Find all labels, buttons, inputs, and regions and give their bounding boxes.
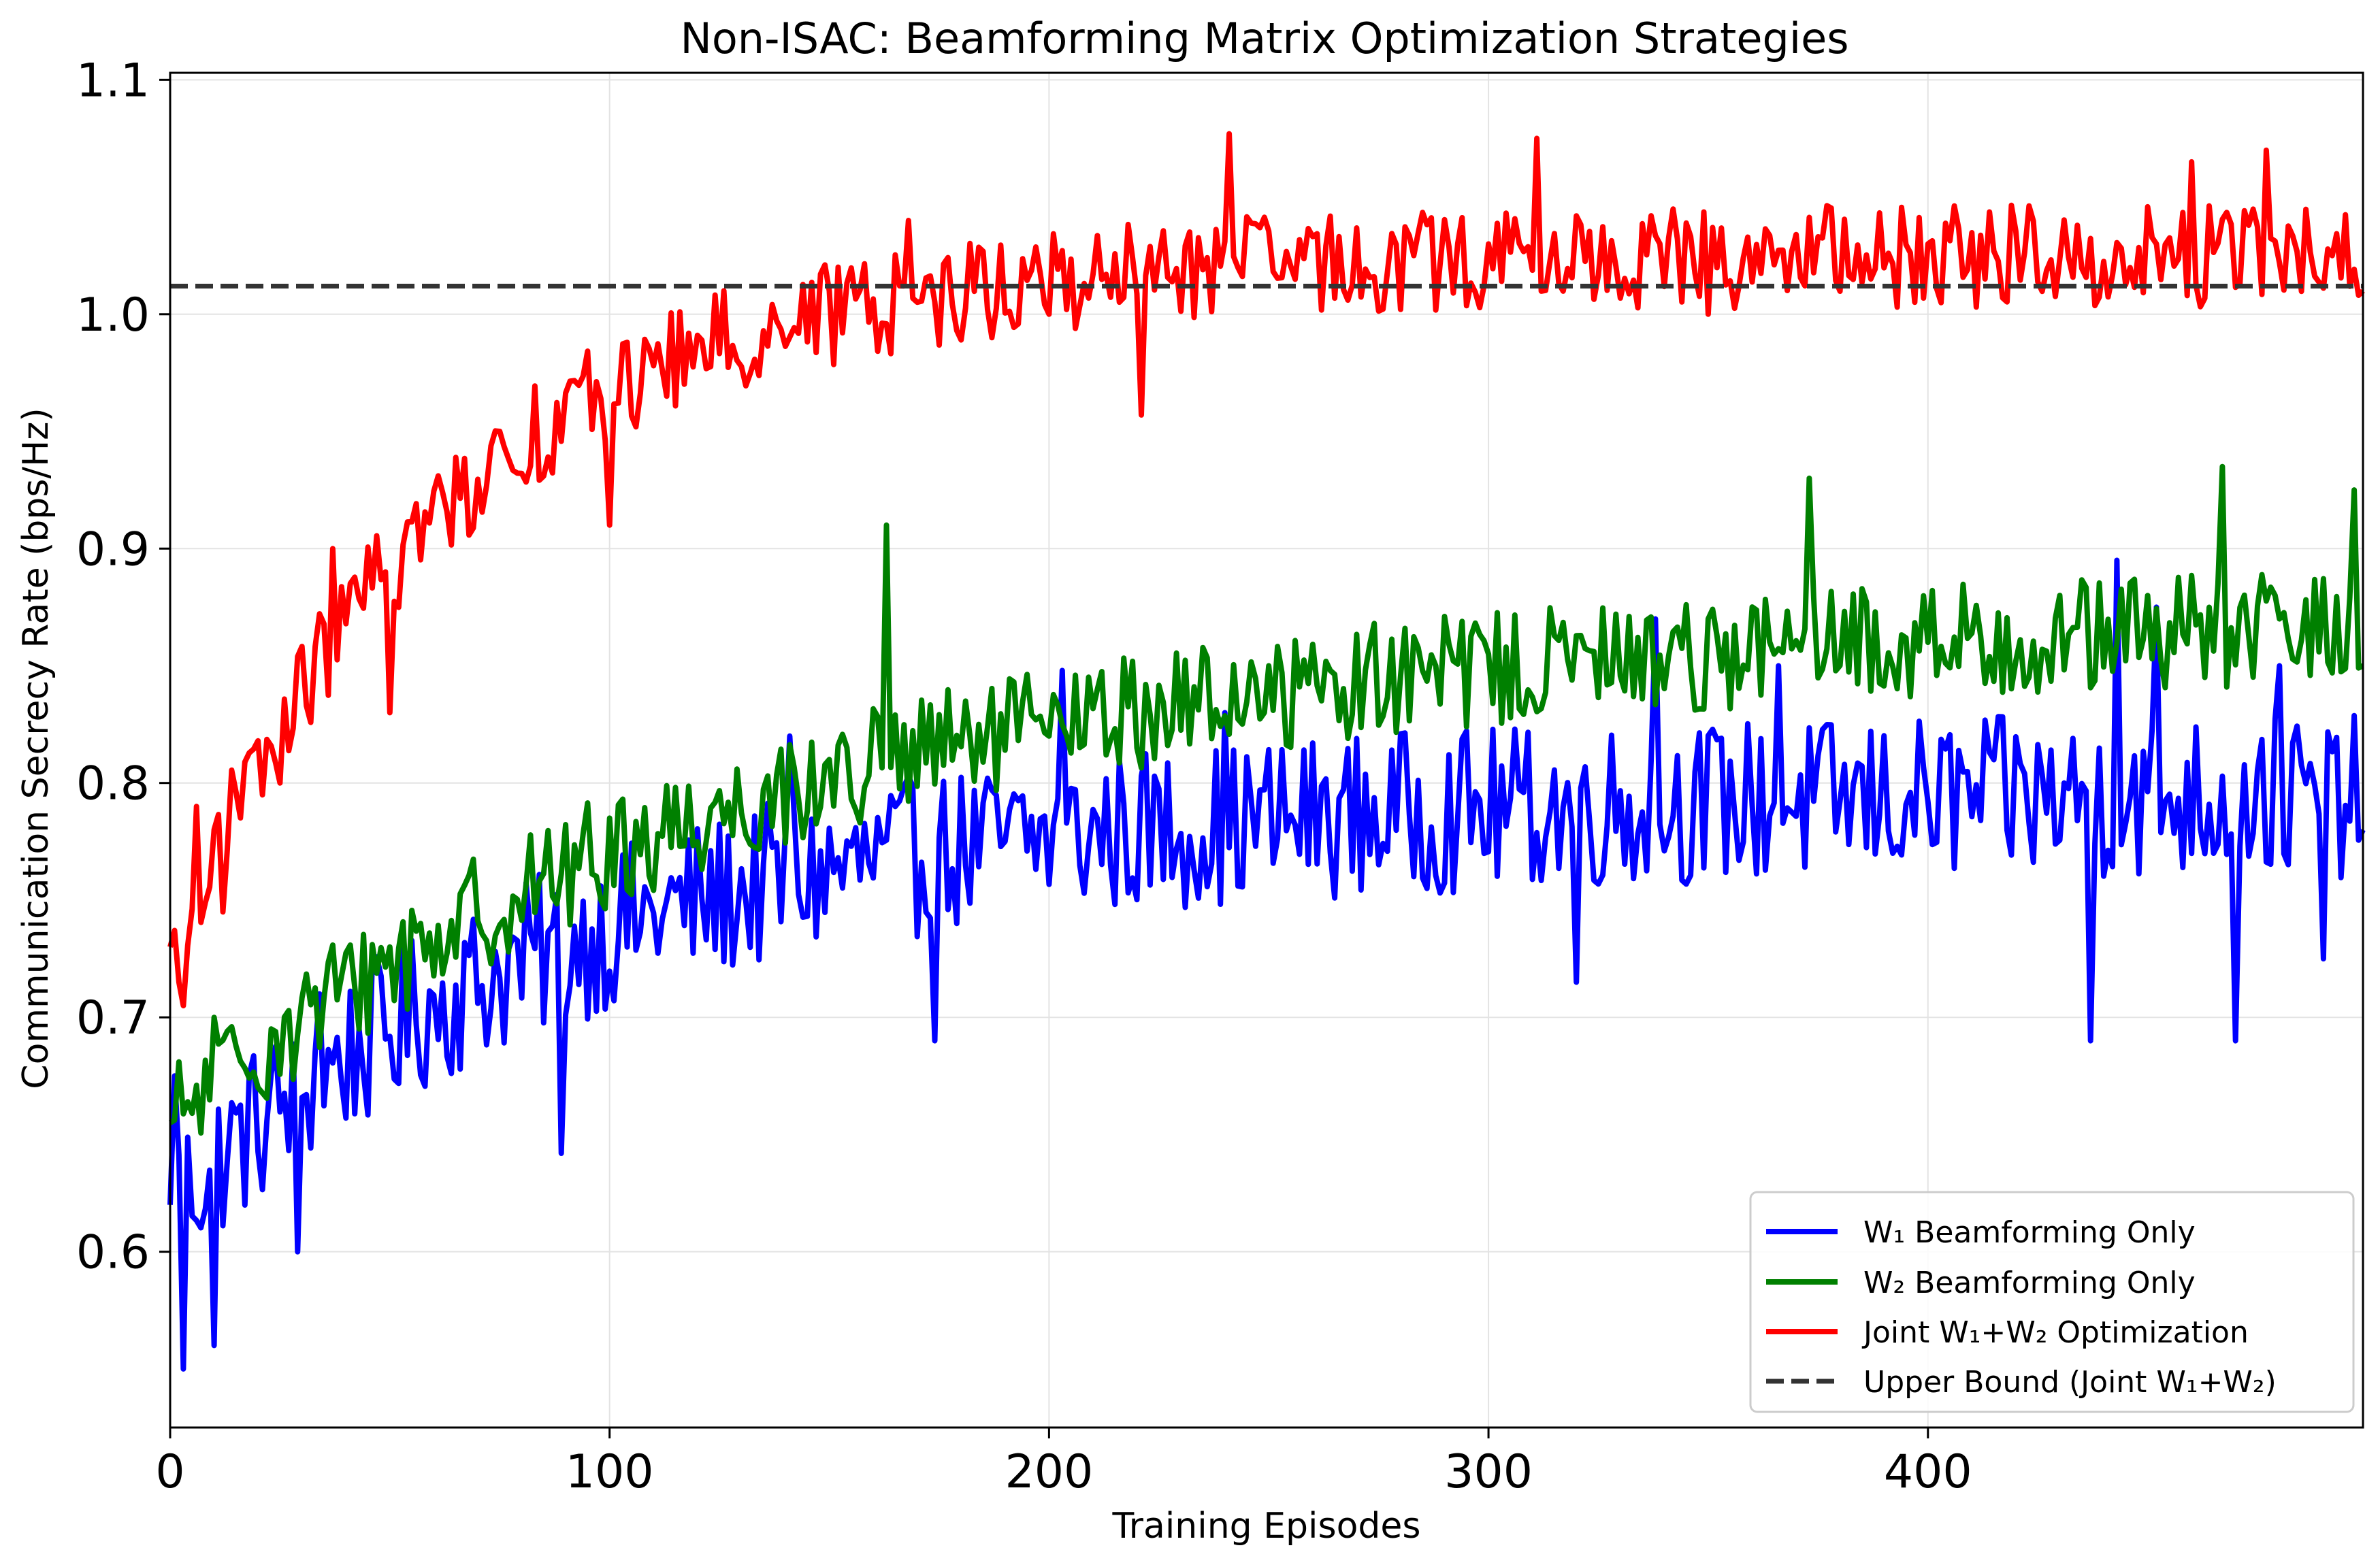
chart-title: Non-ISAC: Beamforming Matrix Optimizatio… — [680, 14, 1848, 63]
x-tick-label-3: 300 — [1444, 1445, 1533, 1499]
x-tick-label-0: 0 — [155, 1445, 184, 1499]
plot-frame — [169, 71, 2364, 1429]
y-axis-label: Communication Secrecy Rate (bps/Hz) — [16, 408, 56, 1089]
y-tick-label-1: 0.7 — [76, 991, 150, 1045]
x-tick-label-4: 400 — [1884, 1445, 1972, 1499]
series-line-2 — [167, 131, 2365, 1008]
y-tick-label-5: 1.1 — [76, 54, 150, 108]
x-axis-label: Training Episodes — [1111, 1506, 1420, 1547]
y-tick-label-0: 0.6 — [76, 1226, 150, 1280]
legend: W₁ Beamforming Only W₂ Beamforming Only … — [1749, 1191, 2355, 1413]
axis-ticks: 0 100 200 300 400 0.6 0.7 0.8 0.9 1.0 1.1 — [76, 54, 1972, 1499]
series-lines — [167, 131, 2366, 1372]
series-line-0 — [167, 557, 2366, 1372]
legend-label-upper-bound: Upper Bound (Joint W₁+W₂) — [1863, 1365, 2277, 1400]
legend-label-w2: W₂ Beamforming Only — [1863, 1266, 2196, 1300]
legend-box — [1749, 1191, 2355, 1413]
series-line-1 — [168, 463, 2364, 1136]
x-tick-label-2: 200 — [1005, 1445, 1093, 1499]
x-tick-label-1: 100 — [566, 1445, 654, 1499]
y-tick-label-4: 1.0 — [76, 288, 150, 342]
legend-label-w1: W₁ Beamforming Only — [1863, 1215, 2196, 1250]
y-tick-label-2: 0.8 — [76, 757, 150, 811]
legend-label-joint: Joint W₁+W₂ Optimization — [1861, 1315, 2249, 1350]
y-tick-label-3: 0.9 — [76, 523, 150, 576]
